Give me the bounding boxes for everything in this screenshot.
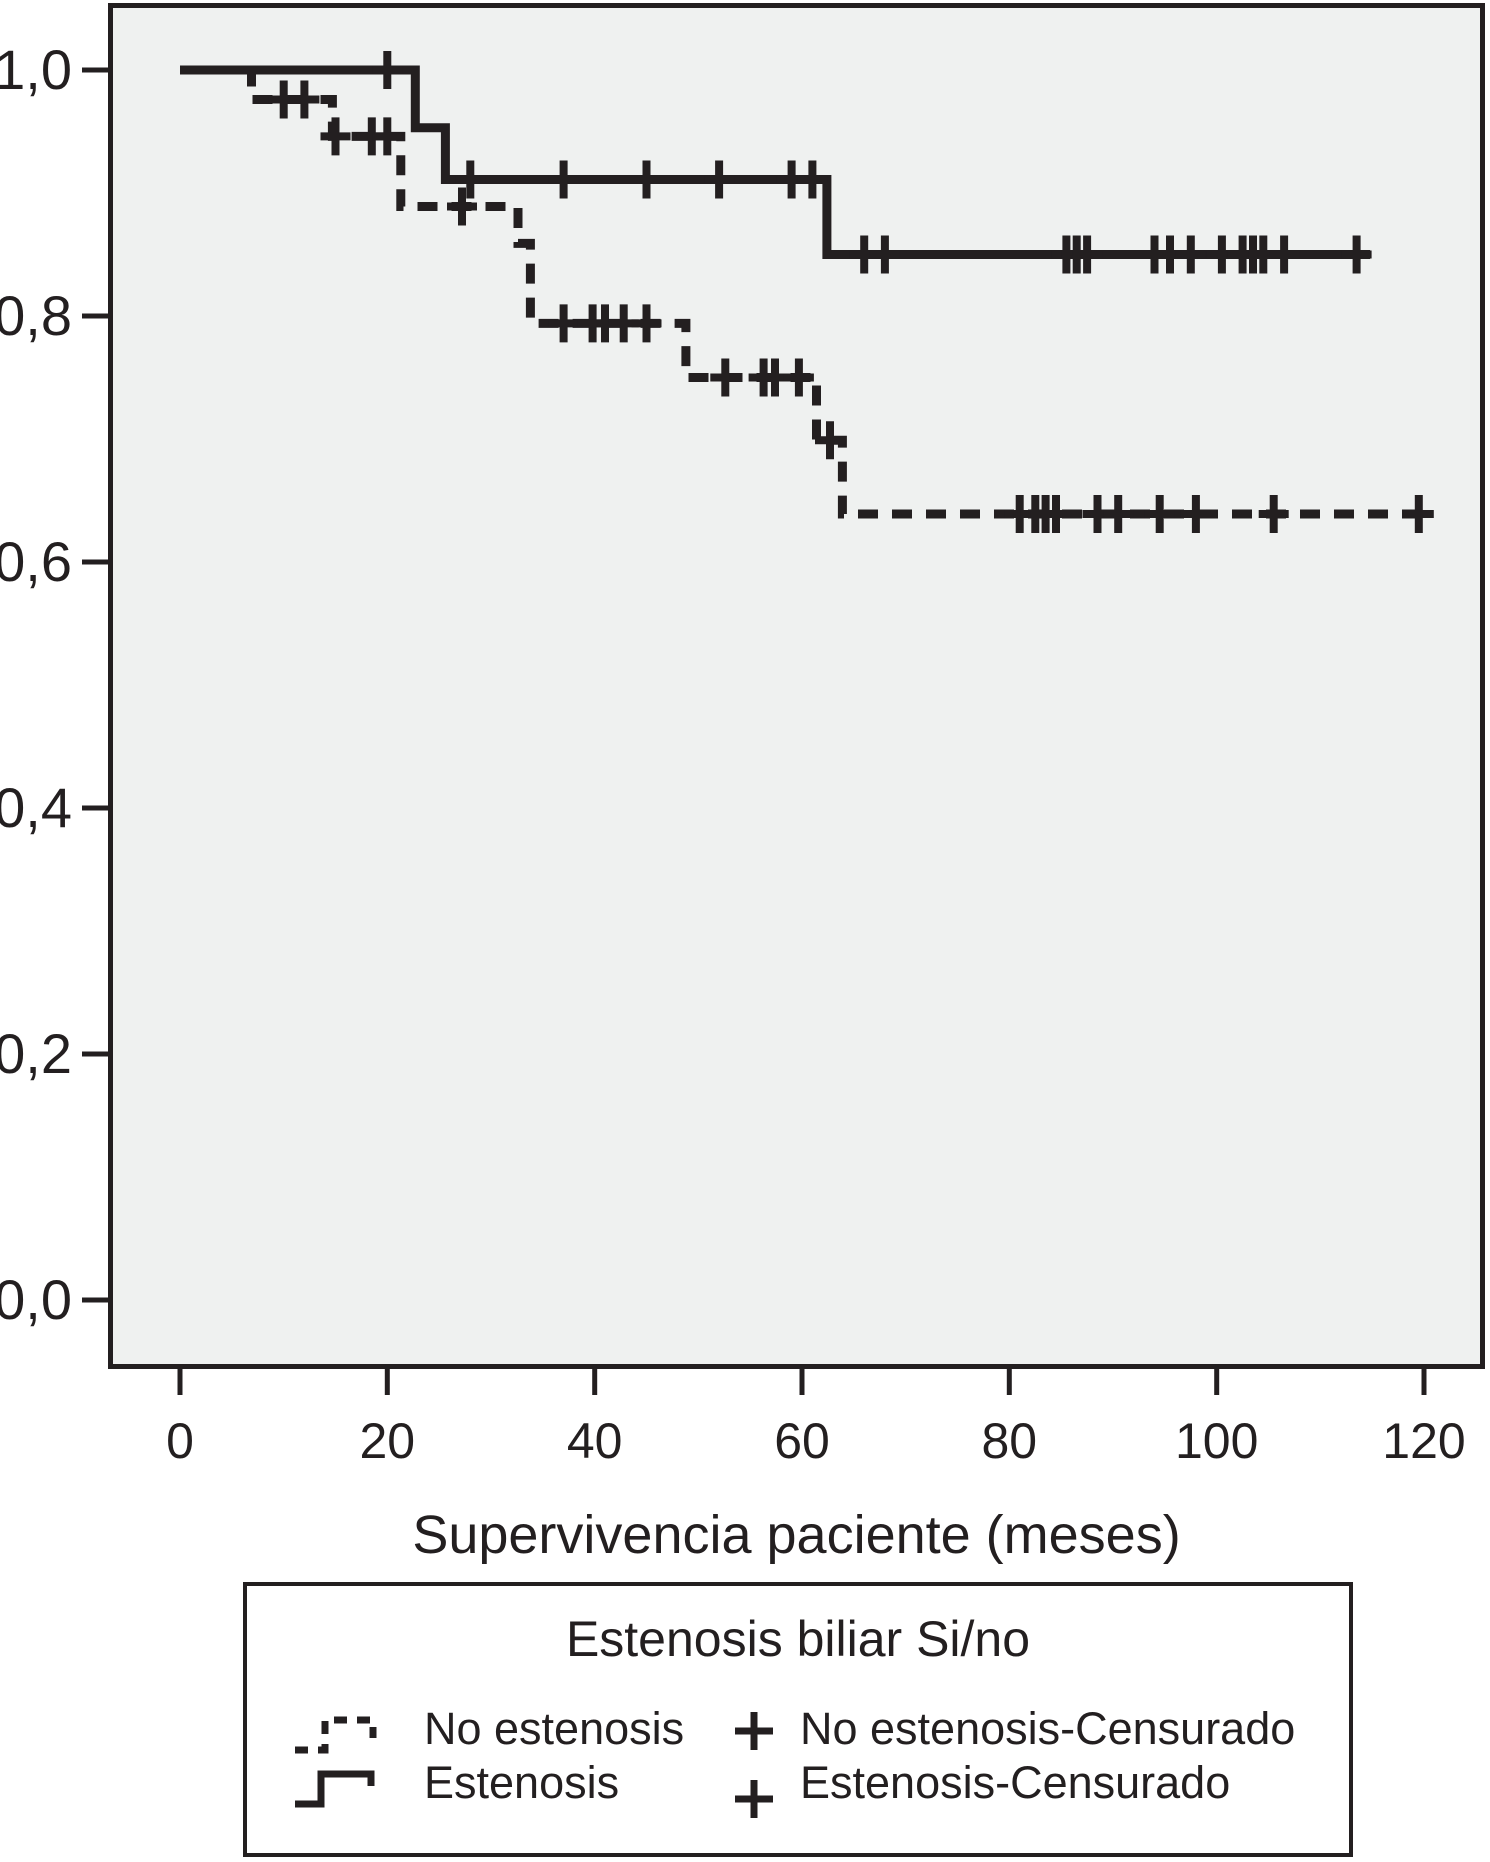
x-tick-label: 20 bbox=[359, 1413, 415, 1469]
y-tick-label: 1,0 bbox=[0, 38, 72, 101]
y-tick-label: 0,8 bbox=[0, 284, 72, 347]
y-tick-label: 0,0 bbox=[0, 1268, 72, 1331]
censor-mark-estenosis bbox=[372, 51, 403, 89]
survival-curves bbox=[180, 51, 1434, 533]
censor-mark-no-estenosis bbox=[1103, 495, 1134, 533]
legend-box: Estenosis biliar Si/no No estenosis No e… bbox=[243, 1582, 1353, 1857]
legend-solid-line-sample bbox=[295, 1770, 375, 1808]
x-axis-title: Supervivencia paciente (meses) bbox=[412, 1505, 1181, 1565]
censor-mark-no-estenosis bbox=[1041, 495, 1071, 533]
censor-mark-estenosis bbox=[869, 235, 900, 274]
km-plot: 1,0 0,8 0,6 0,4 0,2 0,0 0 20 40 60 80 10… bbox=[0, 3, 1485, 1469]
plot-area bbox=[108, 3, 1485, 1369]
censor-mark-no-estenosis bbox=[710, 358, 741, 397]
censor-mark-no-estenosis bbox=[1403, 495, 1434, 533]
censor-mark-estenosis bbox=[797, 160, 828, 199]
censor-mark-estenosis bbox=[455, 160, 486, 199]
censor-mark-no-estenosis bbox=[1258, 495, 1289, 533]
legend-plus-icon bbox=[735, 1780, 773, 1818]
legend-dashed-line-sample bbox=[295, 1716, 377, 1754]
legend-item-estenosis: Estenosis bbox=[424, 1757, 620, 1808]
censor-mark-no-estenosis bbox=[631, 304, 662, 343]
censor-mark-estenosis bbox=[1072, 235, 1103, 274]
x-tick-label: 40 bbox=[567, 1413, 623, 1469]
censor-mark-no-estenosis bbox=[548, 304, 579, 343]
censor-mark-estenosis bbox=[631, 160, 662, 199]
y-tick-label: 0,6 bbox=[0, 530, 72, 593]
legend-item-no-estenosis-censurado: No estenosis-Censurado bbox=[800, 1703, 1296, 1754]
x-tick-label: 100 bbox=[1175, 1413, 1258, 1469]
censor-mark-no-estenosis bbox=[1144, 495, 1175, 533]
y-tick-label: 0,4 bbox=[0, 776, 72, 839]
curve-estenosis bbox=[180, 65, 1371, 259]
legend-item-estenosis-censurado: Estenosis-Censurado bbox=[800, 1757, 1231, 1808]
x-tick-label: 60 bbox=[774, 1413, 830, 1469]
x-tick-label: 0 bbox=[166, 1413, 194, 1469]
censor-mark-estenosis bbox=[704, 160, 735, 199]
censor-mark-estenosis bbox=[1269, 235, 1300, 274]
censor-mark-no-estenosis bbox=[815, 421, 845, 460]
censor-mark-no-estenosis bbox=[447, 187, 477, 226]
censor-mark-estenosis bbox=[1341, 235, 1372, 274]
x-tick-label: 80 bbox=[981, 1413, 1037, 1469]
x-tick-label: 120 bbox=[1382, 1413, 1465, 1469]
censor-mark-no-estenosis bbox=[783, 358, 814, 397]
legend-item-no-estenosis: No estenosis bbox=[424, 1703, 685, 1754]
legend-title: Estenosis biliar Si/no bbox=[565, 1611, 1031, 1667]
censor-mark-estenosis bbox=[1175, 235, 1206, 274]
curve-no-estenosis bbox=[180, 65, 1430, 519]
censor-mark-no-estenosis bbox=[289, 80, 320, 119]
censor-mark-no-estenosis bbox=[372, 117, 403, 156]
censor-mark-no-estenosis bbox=[1180, 495, 1211, 533]
censor-mark-no-estenosis bbox=[320, 117, 351, 156]
legend-plus-icon bbox=[735, 1712, 773, 1750]
y-tick-label: 0,2 bbox=[0, 1022, 72, 1085]
censor-mark-estenosis bbox=[548, 160, 579, 199]
